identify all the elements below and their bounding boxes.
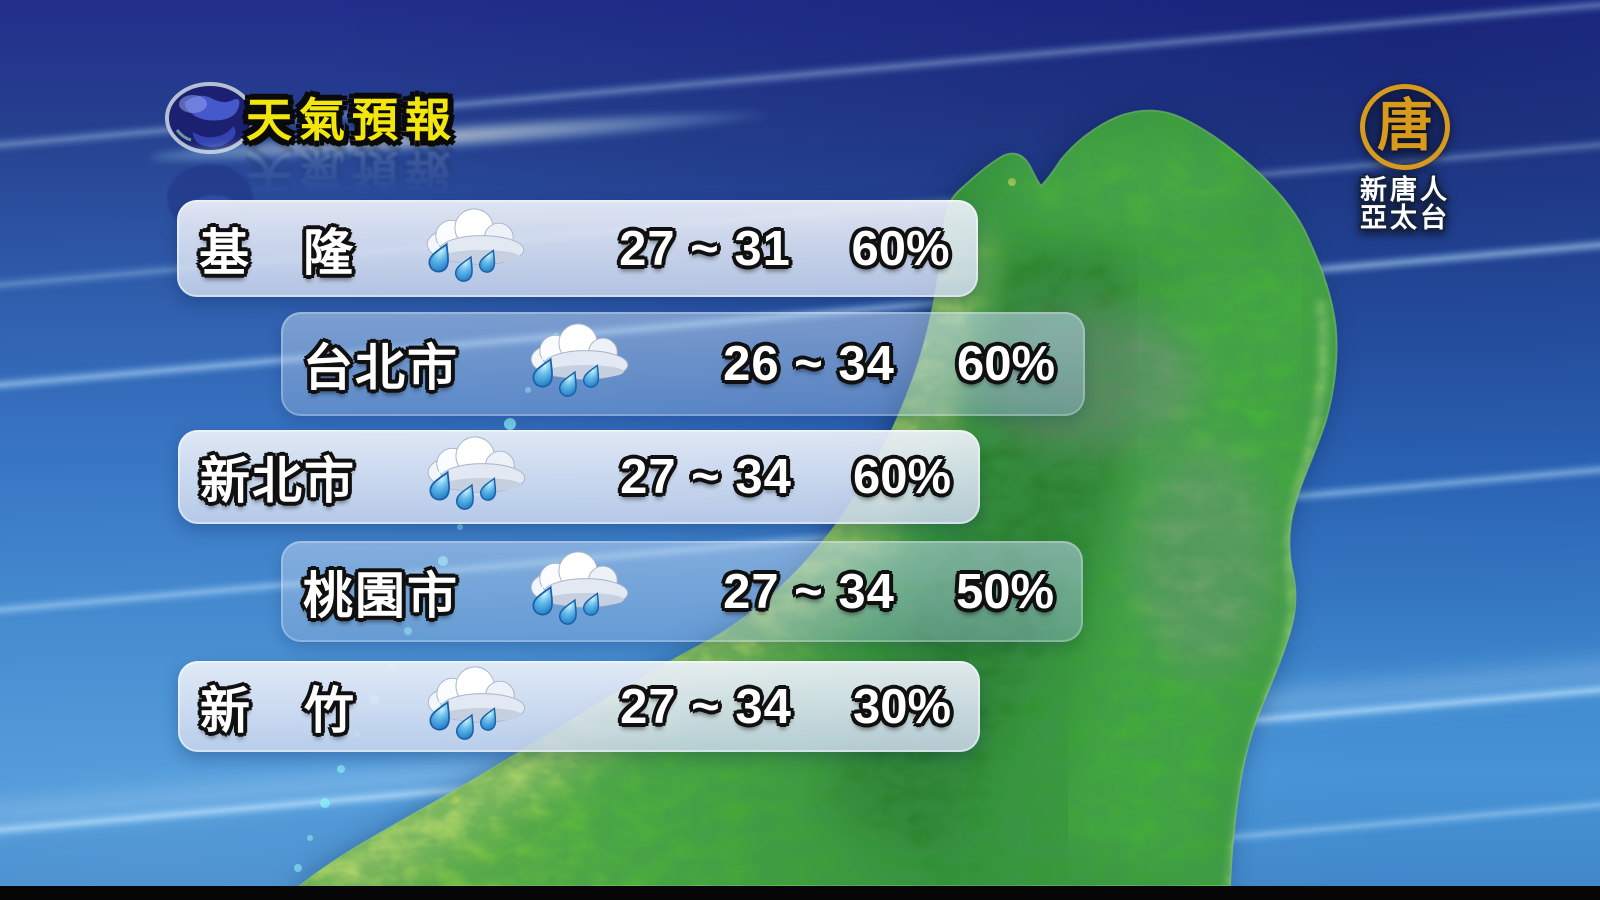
station-name-line1: 新唐人 — [1360, 175, 1450, 205]
rain-probability: 60% — [852, 450, 952, 504]
rain-icon — [412, 434, 580, 520]
rain-icon — [515, 549, 683, 635]
temperature-range: 27 ~ 34 — [723, 564, 895, 619]
forecast-row-taipei: 台北市 26 ~ 34 60% — [281, 312, 1085, 416]
page-title: 天氣預報 — [246, 94, 458, 146]
temperature-range: 27 ~ 31 — [619, 221, 791, 276]
rain-probability: 30% — [852, 679, 952, 734]
forecast-row-taoyuan: 桃園市 27 ~ 34 50% — [281, 541, 1083, 642]
letterbox-bar — [0, 886, 1600, 900]
ntd-logo-character: 唐 — [1377, 96, 1433, 158]
rain-probability: 60% — [956, 337, 1056, 391]
temperature-range: 27 ~ 34 — [620, 450, 792, 504]
rain-probability: 50% — [955, 564, 1055, 619]
page-title-reflection: 天氣預報 — [246, 146, 458, 198]
forecast-row-keelung: 基 隆 27 ~ 31 60% — [177, 200, 978, 297]
rain-icon — [411, 206, 579, 292]
station-logo: 唐 新唐人 亞太台 — [1338, 84, 1472, 233]
forecast-row-hsinchu: 新 竹 27 ~ 34 30% — [178, 661, 980, 752]
temperature-range: 26 ~ 34 — [723, 337, 895, 391]
ntd-ring-icon: 唐 — [1360, 84, 1450, 170]
city-name: 台北市 — [303, 340, 459, 396]
city-name: 新北市 — [200, 453, 356, 509]
rain-probability: 60% — [851, 221, 950, 276]
rain-icon — [515, 321, 683, 407]
rain-icon — [412, 664, 580, 750]
temperature-range: 27 ~ 34 — [620, 679, 792, 734]
city-name: 新 竹 — [200, 682, 356, 739]
forecast-row-new-taipei: 新北市 27 ~ 34 60% — [178, 430, 980, 524]
city-name: 桃園市 — [303, 567, 459, 624]
city-name: 基 隆 — [199, 224, 355, 281]
station-name-line2: 亞太台 — [1360, 203, 1450, 234]
